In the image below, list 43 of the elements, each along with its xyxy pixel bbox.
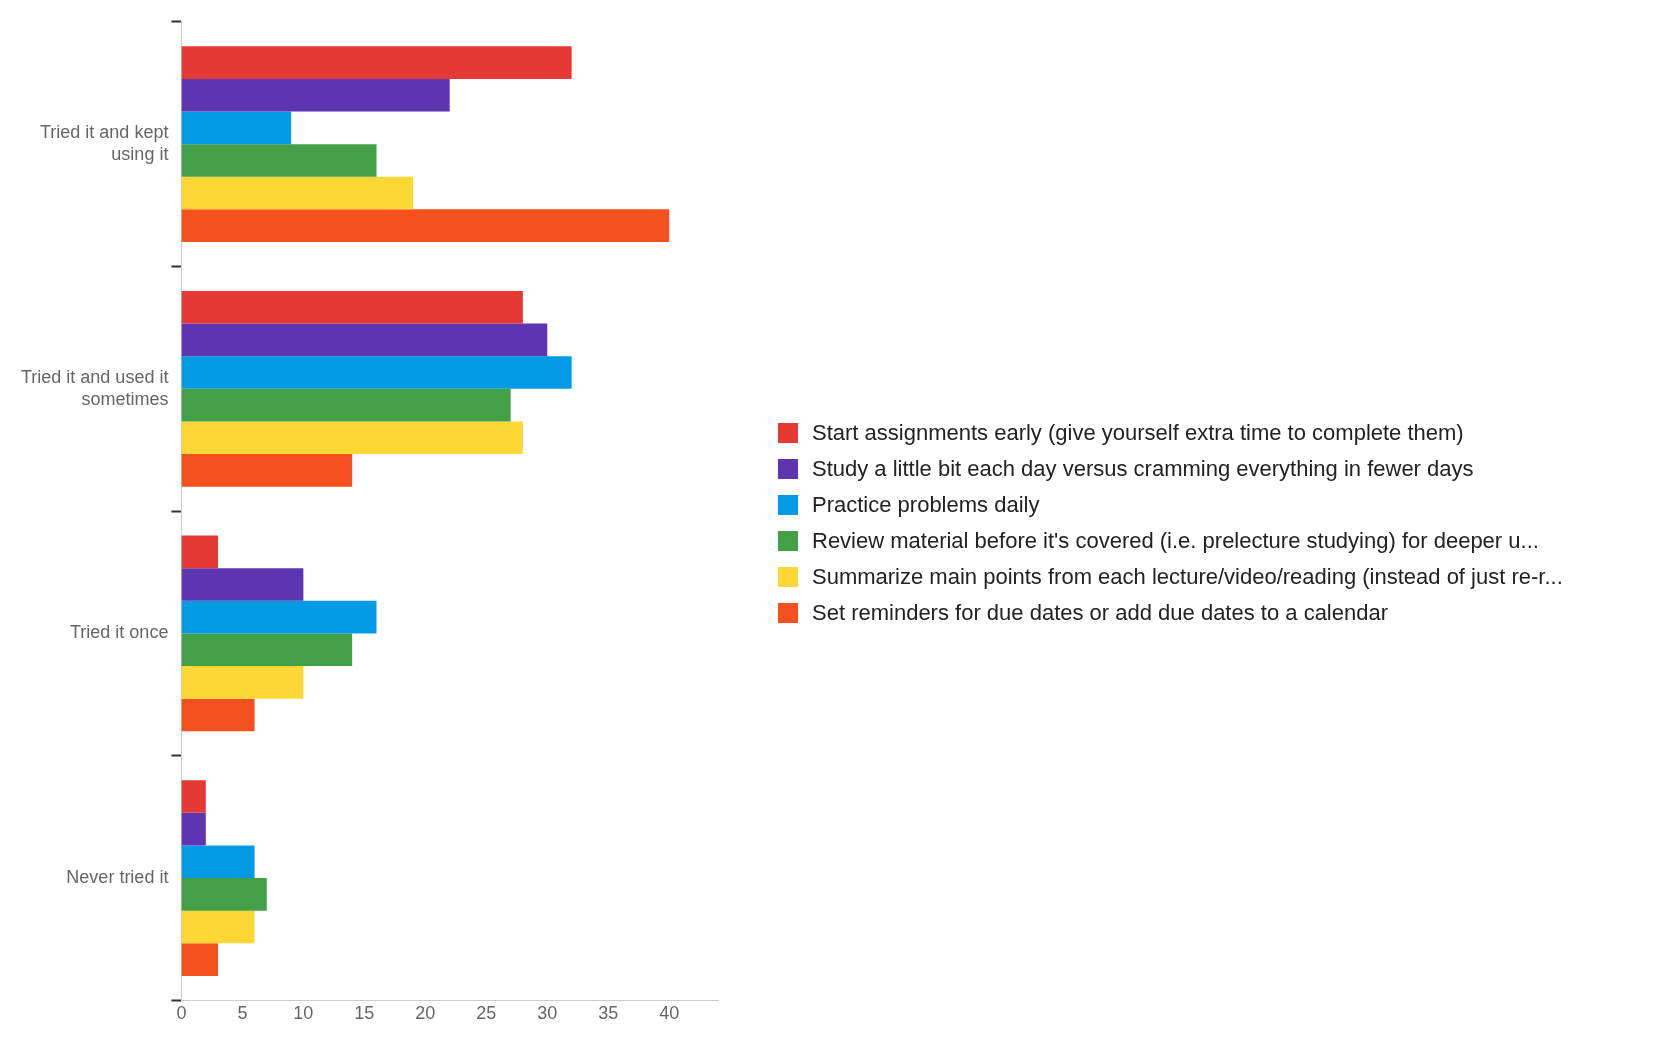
bar xyxy=(181,78,450,112)
legend-label: Start assignments early (give yourself extra time to complete them) xyxy=(812,420,1464,446)
y-tick-label: Never tried it xyxy=(66,867,169,888)
bar xyxy=(181,780,206,813)
legend-label: Study a little bit each day versus cramming everything in fewer days xyxy=(812,456,1474,482)
bar xyxy=(181,666,304,699)
bar xyxy=(181,535,218,569)
x-tick-label: 20 xyxy=(415,1003,436,1024)
x-tick-label: 40 xyxy=(659,1003,680,1024)
bar xyxy=(181,323,548,357)
y-tick-label: Tried it and used it sometimes xyxy=(20,366,169,409)
y-tick-label: Tried it once xyxy=(70,622,169,643)
legend-label: Review material before it's covered (i.e. prelecture studying) for deeper u... xyxy=(812,528,1539,554)
bar xyxy=(181,698,255,732)
bar xyxy=(181,812,206,846)
bar xyxy=(181,600,377,634)
bar xyxy=(181,568,304,601)
bar xyxy=(181,176,414,210)
bar xyxy=(181,910,255,944)
bar xyxy=(181,943,218,976)
x-tick-label: 10 xyxy=(293,1003,314,1024)
bar xyxy=(181,46,572,79)
legend-label: Summarize main points from each lecture/video/reading (instead of just re-r... xyxy=(812,564,1563,590)
x-tick-label: 5 xyxy=(237,1003,248,1024)
legend-label: Practice problems daily xyxy=(812,492,1040,518)
x-tick-label: 25 xyxy=(476,1003,497,1024)
bar xyxy=(181,878,267,911)
x-tick-label: 0 xyxy=(176,1003,187,1024)
bar xyxy=(181,388,511,422)
bar xyxy=(181,633,353,667)
legend-label: Set reminders for due dates or add due dates to a calendar xyxy=(812,600,1389,626)
x-tick-label: 15 xyxy=(354,1003,375,1024)
bar xyxy=(181,356,572,389)
x-tick-label: 30 xyxy=(537,1003,558,1024)
x-tick-label: 35 xyxy=(598,1003,619,1024)
y-tick-label: Tried it and kept using it xyxy=(40,122,169,164)
bar xyxy=(181,209,670,242)
bar xyxy=(181,111,292,145)
bar xyxy=(181,454,353,487)
bar xyxy=(181,290,523,324)
bar xyxy=(181,421,523,455)
bar xyxy=(181,845,255,879)
bar xyxy=(181,144,377,177)
